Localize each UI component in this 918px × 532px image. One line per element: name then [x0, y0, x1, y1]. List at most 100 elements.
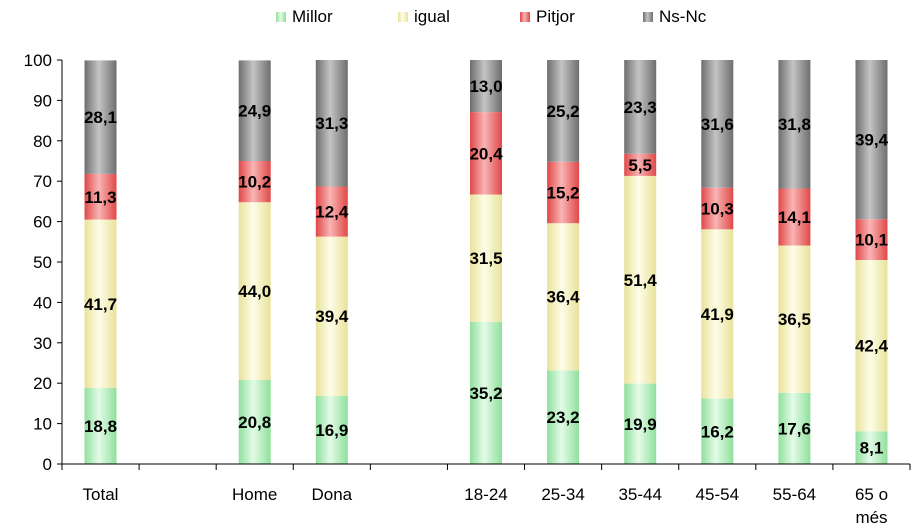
bar-pitjor-9	[778, 188, 811, 246]
bar-pitjor-5	[470, 112, 502, 195]
data-label-ns-nc-3: 31,3	[315, 114, 348, 133]
data-label-igual-3: 39,4	[315, 307, 349, 326]
data-label-igual-6: 36,4	[547, 288, 581, 307]
y-tick-label: 50	[33, 253, 52, 272]
bars	[84, 60, 888, 464]
bar-igual-9	[778, 245, 811, 393]
data-label-pitjor-6: 15,2	[547, 184, 580, 203]
y-tick-label: 70	[33, 172, 52, 191]
x-tick-label: Dona	[311, 485, 352, 504]
legend-swatch-pitjor	[520, 12, 530, 22]
bar-igual-7	[624, 175, 657, 384]
bar-ns-nc-7	[624, 60, 657, 154]
bar-millor-0	[84, 388, 117, 464]
bar-ns-nc-10	[855, 60, 888, 220]
bar-millor-7	[624, 383, 657, 464]
x-tick-label: Total	[83, 485, 119, 504]
data-label-igual-7: 51,4	[624, 271, 658, 290]
data-label-millor-0: 18,8	[84, 417, 117, 436]
data-label-pitjor-7: 5,5	[628, 156, 652, 175]
bar-ns-nc-2	[238, 60, 271, 161]
y-tick-label: 60	[33, 213, 52, 232]
data-label-ns-nc-9: 31,8	[778, 115, 811, 134]
data-label-millor-6: 23,2	[547, 408, 580, 427]
x-tick-label: 65 o més	[855, 485, 888, 527]
x-tick-label: 55-64	[773, 485, 816, 504]
data-label-ns-nc-5: 13,0	[469, 77, 502, 96]
bar-pitjor-7	[624, 153, 657, 176]
legend-label-pitjor: Pitjor	[536, 7, 575, 26]
bar-igual-3	[315, 236, 348, 396]
x-tick-label: 18-24	[464, 485, 507, 504]
bar-pitjor-8	[701, 187, 734, 230]
data-label-millor-7: 19,9	[624, 415, 657, 434]
y-tick-label: 90	[33, 91, 52, 110]
x-tick-label: 25-34	[541, 485, 584, 504]
bar-igual-6	[547, 223, 580, 371]
bar-igual-0	[84, 219, 117, 389]
data-label-ns-nc-8: 31,6	[701, 115, 734, 134]
legend-label-igual: igual	[414, 7, 450, 26]
bar-millor-10	[855, 431, 888, 464]
data-label-igual-9: 36,5	[778, 310, 811, 329]
data-label-ns-nc-10: 39,4	[855, 131, 889, 150]
x-tick-label: 45-54	[696, 485, 739, 504]
data-label-pitjor-10: 10,1	[855, 231, 888, 250]
bar-pitjor-2	[238, 161, 271, 203]
bar-ns-nc-8	[701, 60, 734, 188]
y-tick-label: 100	[24, 51, 52, 70]
legend-swatch-ns-nc	[643, 12, 653, 22]
bar-ns-nc-9	[778, 60, 811, 189]
y-tick-label: 0	[43, 455, 52, 474]
data-label-millor-2: 20,8	[238, 413, 271, 432]
data-label-igual-5: 31,5	[469, 249, 502, 268]
y-tick-label: 80	[33, 132, 52, 151]
bar-igual-2	[238, 202, 271, 380]
bar-millor-5	[470, 321, 502, 464]
data-labels: 18,8 41,7 11,3 28,1 20,8 44,0 10,2 24,9 16,9 39,4…	[84, 77, 889, 458]
data-label-ns-nc-7: 23,3	[624, 98, 657, 117]
bar-pitjor-0	[84, 173, 117, 220]
data-label-millor-8: 16,2	[701, 422, 734, 441]
bar-pitjor-3	[315, 186, 348, 237]
axes: 0 10 20 30 40 50 60 70 80 90 100 Total Home Dona 18-24…	[24, 51, 911, 527]
bar-igual-8	[701, 229, 734, 399]
bar-millor-9	[778, 392, 811, 464]
data-label-pitjor-0: 11,3	[84, 188, 116, 207]
data-label-igual-8: 41,9	[701, 305, 734, 324]
data-label-pitjor-3: 12,4	[315, 203, 349, 222]
data-label-igual-10: 42,4	[855, 337, 889, 356]
y-tick-label: 20	[33, 374, 52, 393]
bar-igual-10	[855, 260, 888, 432]
legend-swatch-igual	[398, 12, 408, 22]
y-tick-label: 10	[33, 415, 52, 434]
legend-swatch-millor	[276, 12, 286, 22]
legend-label-millor: Millor	[292, 7, 333, 26]
bar-ns-nc-3	[315, 60, 348, 187]
data-label-pitjor-9: 14,1	[778, 208, 811, 227]
x-tick-label: 35-44	[618, 485, 661, 504]
legend-label-ns-nc: Ns-Nc	[659, 7, 707, 26]
data-label-pitjor-8: 10,3	[701, 200, 734, 219]
bar-pitjor-10	[855, 219, 888, 260]
data-label-pitjor-2: 10,2	[238, 173, 271, 192]
bar-millor-6	[547, 370, 580, 464]
bar-ns-nc-5	[470, 60, 502, 113]
data-label-millor-5: 35,2	[469, 384, 502, 403]
data-label-pitjor-5: 20,4	[469, 144, 503, 163]
bar-igual-5	[470, 194, 502, 322]
bar-millor-8	[701, 398, 734, 464]
data-label-igual-0: 41,7	[84, 295, 117, 314]
data-label-millor-9: 17,6	[778, 419, 811, 438]
data-label-ns-nc-6: 25,2	[547, 102, 580, 121]
x-tick-label: Home	[232, 485, 277, 504]
data-label-ns-nc-2: 24,9	[238, 102, 271, 121]
data-label-ns-nc-0: 28,1	[84, 108, 117, 127]
bar-millor-2	[238, 380, 271, 464]
bar-ns-nc-6	[547, 60, 580, 162]
y-tick-label: 30	[33, 334, 52, 353]
bar-ns-nc-0	[84, 60, 117, 174]
bar-millor-3	[315, 395, 348, 464]
data-label-millor-10: 8,1	[860, 439, 884, 458]
